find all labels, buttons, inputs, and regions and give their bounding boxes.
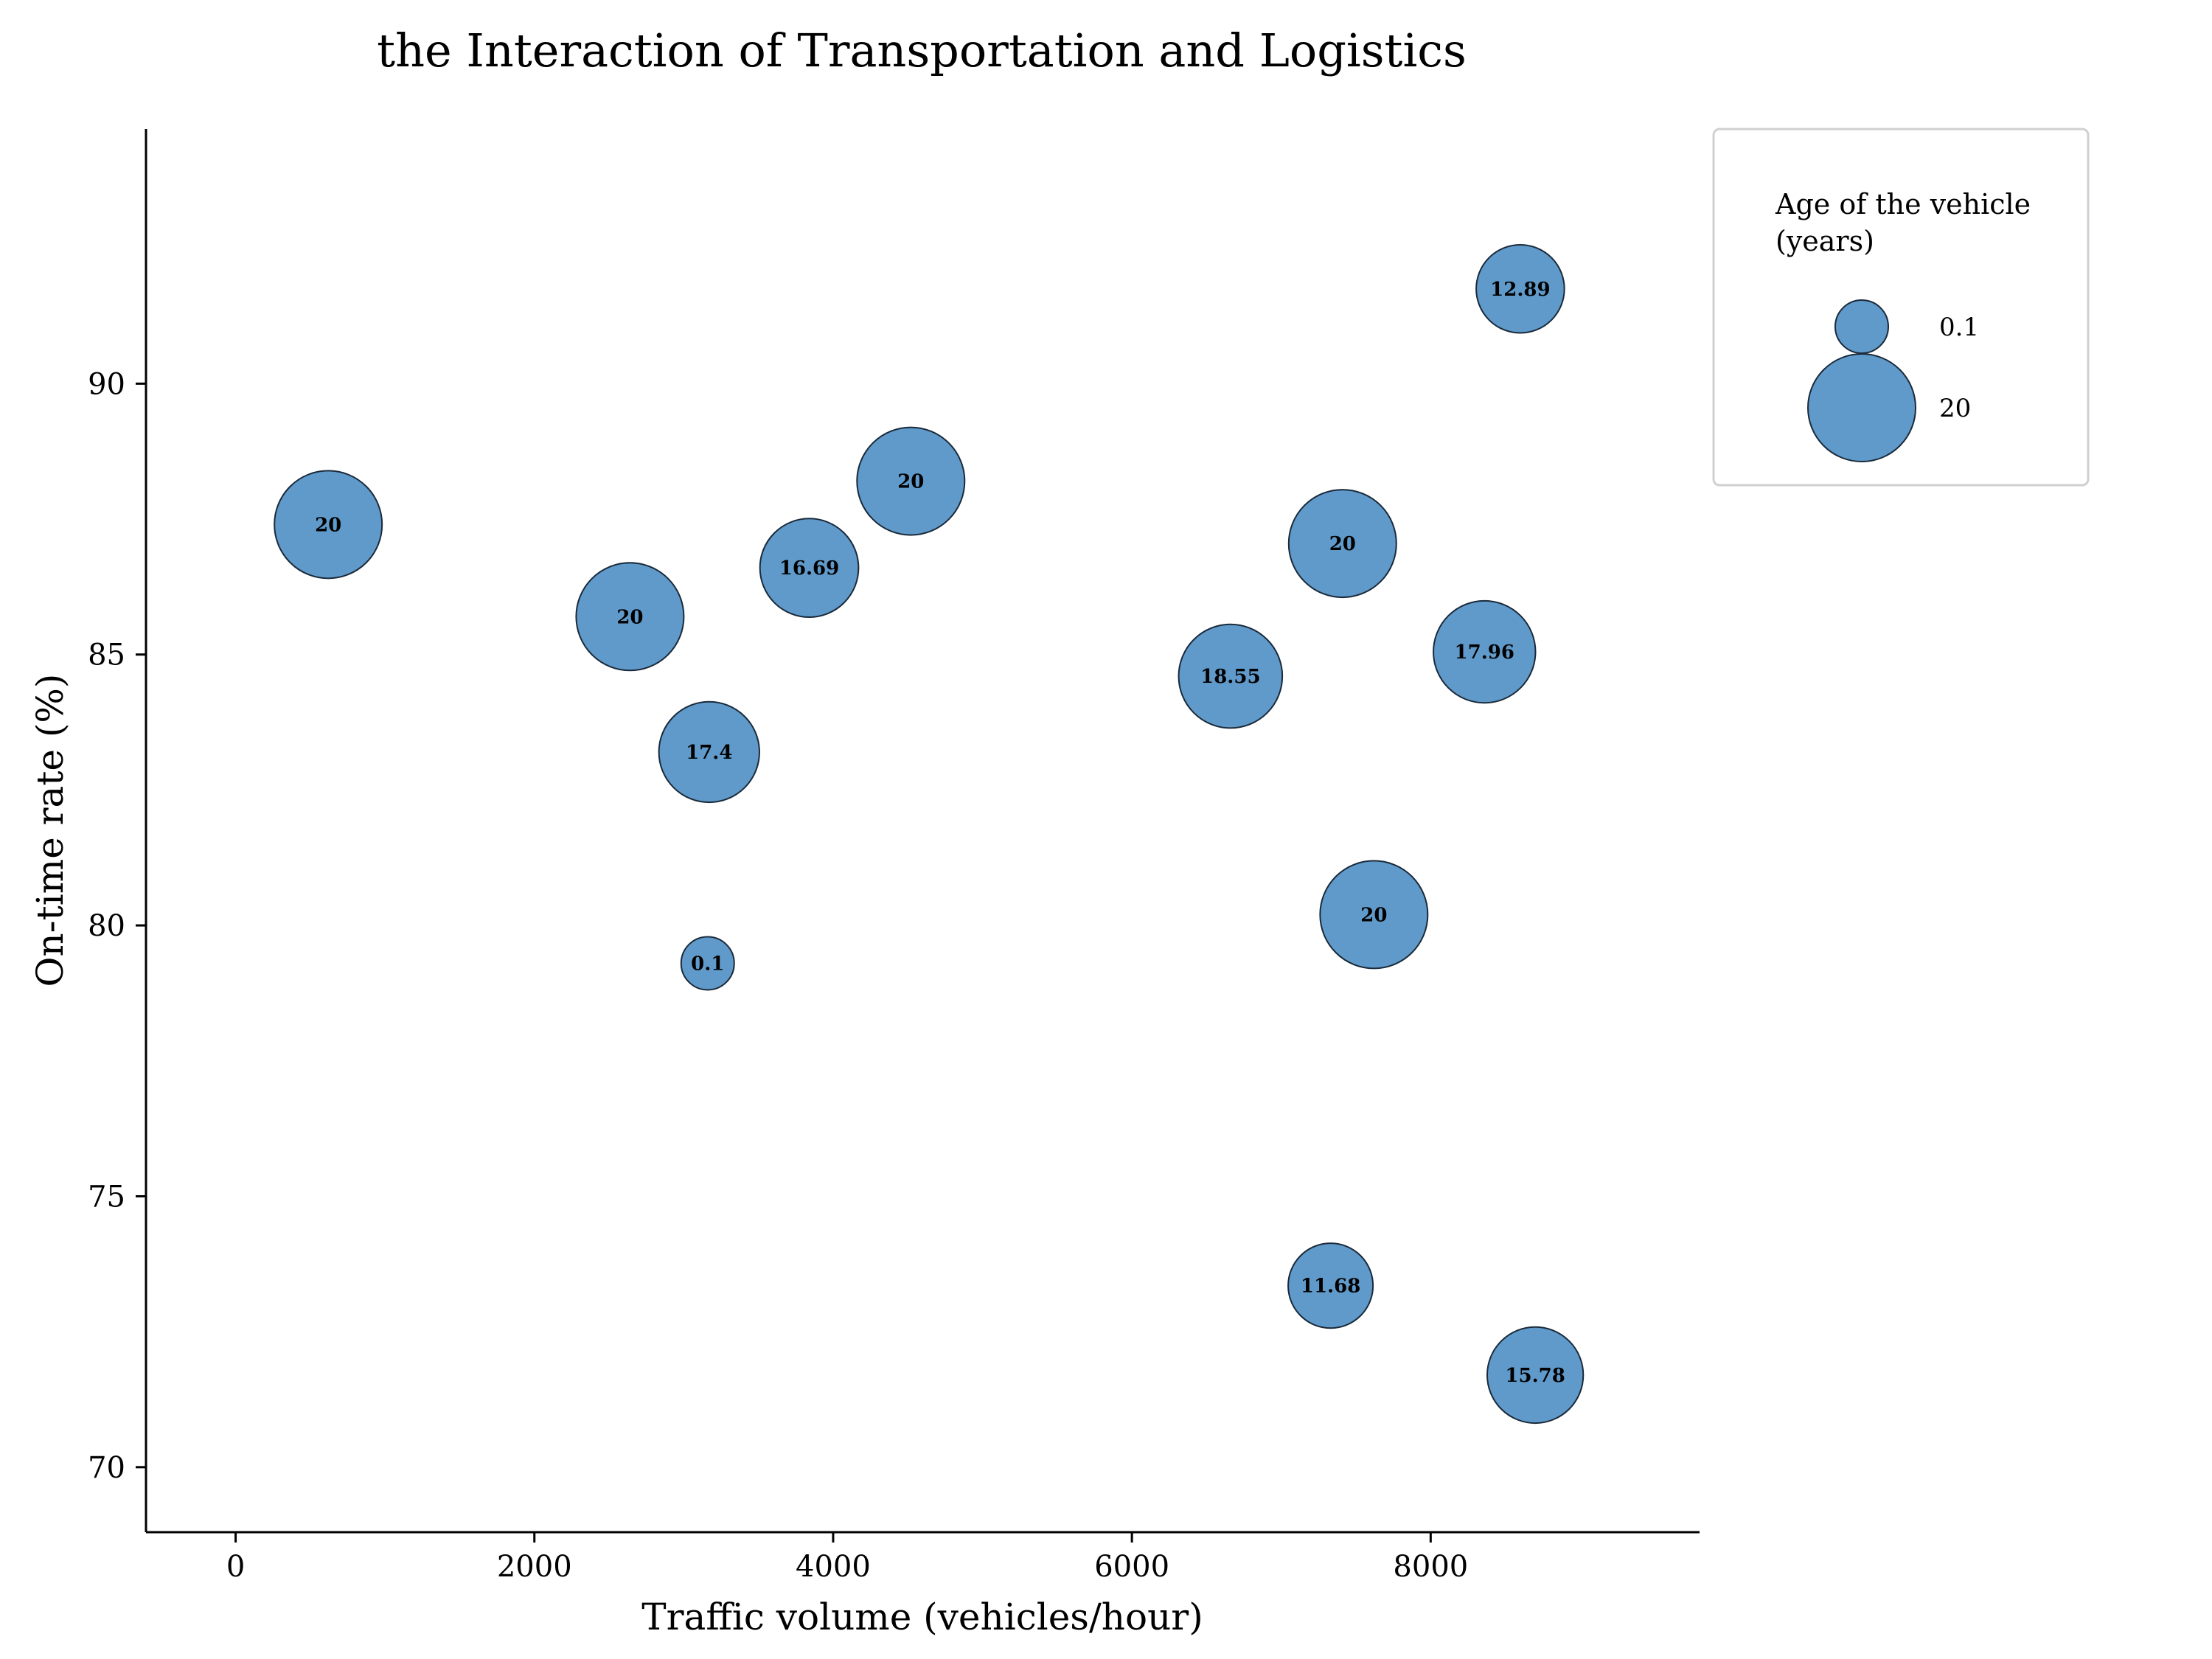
data-bubble	[274, 470, 383, 580]
data-bubble	[856, 426, 966, 536]
bubble-label: 12.89	[1490, 279, 1550, 301]
data-bubble	[1486, 1326, 1585, 1425]
legend-title-line: Age of the vehicle	[1775, 188, 2031, 220]
data-bubble	[1287, 1242, 1374, 1329]
chart-title: the Interaction of Transportation and Lo…	[377, 24, 1467, 77]
bubble-label: 20	[616, 606, 643, 628]
x-ticks: 0 2000 4000 6000 8000	[226, 1532, 1468, 1584]
legend-frame	[1712, 128, 2090, 487]
x-tick-label: 8000	[1393, 1550, 1468, 1584]
x-tick-label: 4000	[796, 1550, 871, 1584]
x-axis-label: Traffic volume (vehicles/hour)	[641, 1596, 1203, 1638]
axes	[145, 129, 1700, 1534]
bubble-label: 0.1	[691, 953, 724, 975]
y-tick-label: 80	[88, 909, 125, 943]
legend: Age of the vehicle (years) 0.1 20	[1712, 128, 2090, 487]
bubble-label: 20	[1329, 533, 1356, 555]
legend-swatch	[1807, 353, 1916, 462]
bubbles: 20 20 17.4 0.1 16.69 20 18.55 20 20 11.68 17.96 12.…	[274, 243, 1585, 1425]
data-bubble	[1319, 860, 1429, 970]
bubble-label: 17.96	[1455, 641, 1514, 664]
bubble-label: 16.69	[779, 557, 839, 580]
data-bubble	[759, 518, 860, 618]
data-bubble	[575, 562, 685, 672]
bubble-label: 17.4	[686, 742, 732, 764]
y-tick-label: 85	[88, 639, 125, 672]
data-bubble	[1433, 599, 1537, 704]
x-tick-label: 0	[226, 1550, 245, 1584]
y-axis-label: On-time rate (%)	[29, 674, 72, 987]
legend-entries: 0.1 20	[1807, 299, 1979, 462]
data-bubble	[1475, 243, 1565, 334]
bubble-label: 18.55	[1200, 666, 1260, 688]
y-ticks: 70 75 80 85 90	[88, 367, 146, 1485]
legend-swatch	[1834, 299, 1889, 354]
bubble-label: 20	[315, 514, 341, 536]
x-tick-label: 6000	[1094, 1550, 1169, 1584]
legend-title-line: (years)	[1775, 225, 1874, 257]
legend-entry-label: 20	[1939, 394, 1971, 423]
bubble-label: 15.78	[1505, 1365, 1565, 1387]
data-bubble	[1287, 489, 1397, 599]
data-bubble	[658, 700, 760, 804]
data-bubble	[680, 936, 735, 991]
legend-title: Age of the vehicle (years)	[1775, 188, 2031, 257]
legend-entry-label: 0.1	[1939, 313, 1979, 342]
bubble-label: 20	[897, 471, 924, 493]
x-tick-label: 2000	[497, 1550, 572, 1584]
bubble-label: 11.68	[1301, 1276, 1360, 1298]
bubble-label: 20	[1360, 904, 1387, 926]
y-tick-label: 90	[88, 367, 125, 401]
y-tick-label: 70	[88, 1451, 125, 1485]
y-tick-label: 75	[88, 1180, 125, 1214]
data-bubble	[1178, 623, 1284, 729]
